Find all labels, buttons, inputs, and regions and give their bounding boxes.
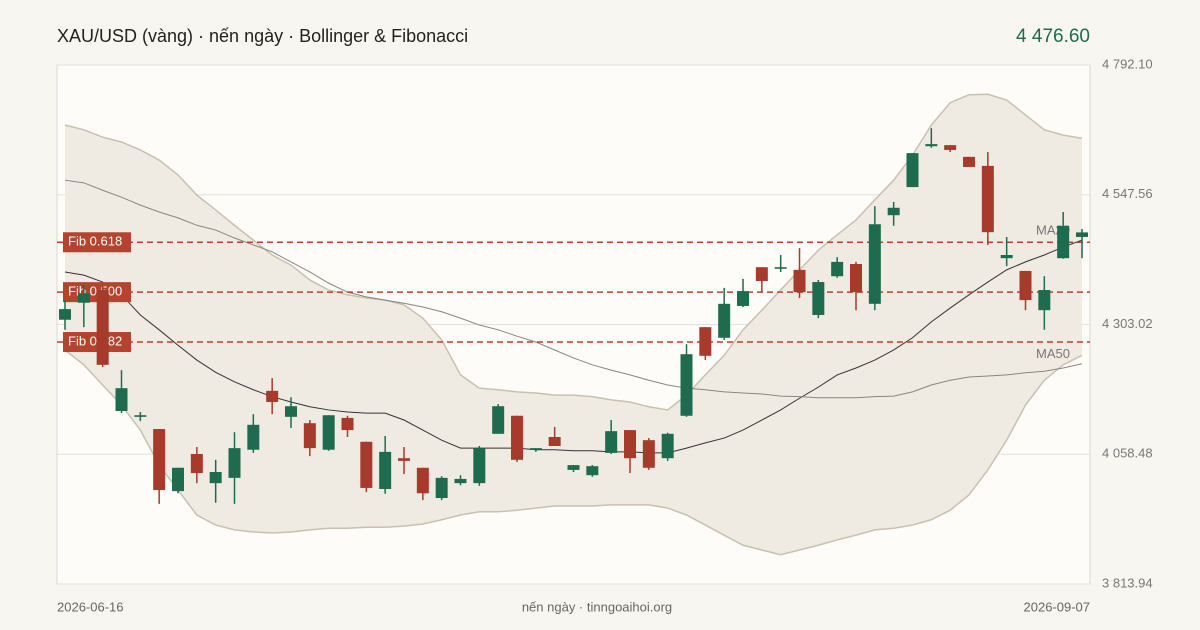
candle-body — [398, 458, 410, 461]
candle-body — [473, 448, 486, 484]
y-tick-label: 4 547.56 — [1102, 186, 1153, 201]
ma-line — [64, 239, 1083, 454]
candle-body — [529, 448, 542, 450]
candle-body — [548, 436, 561, 447]
candle-body — [379, 451, 392, 489]
candle-body — [435, 477, 448, 499]
fib-label: Fib 0.382 — [68, 333, 122, 348]
candle-body — [774, 267, 787, 269]
candle-body — [624, 430, 636, 459]
y-tick-label: 4 303.02 — [1102, 316, 1153, 331]
candle-body — [77, 293, 90, 303]
candle-body — [209, 472, 222, 484]
candle-body — [661, 433, 674, 459]
candle-body — [944, 145, 957, 150]
candle-body — [963, 156, 975, 167]
band-lower — [64, 349, 1083, 556]
candle-body — [115, 388, 128, 411]
candle-body — [247, 424, 260, 450]
candle-body — [59, 309, 71, 320]
candle-body — [850, 264, 862, 293]
candle-body — [303, 423, 316, 449]
candle-body — [341, 417, 354, 431]
fib-label: Fib 0.618 — [68, 234, 122, 249]
fib-label: Fib 0.500 — [68, 284, 122, 299]
candle-body — [793, 269, 806, 293]
candle-body — [1000, 255, 1013, 259]
x-tick-label: 2026-06-16 — [57, 599, 124, 614]
candle-body — [680, 354, 693, 416]
candle-body — [153, 429, 166, 491]
candle-body — [605, 431, 618, 453]
candle-body — [831, 261, 844, 277]
y-tick-label: 3 813.94 — [1102, 575, 1153, 590]
chart-title: XAU/USD (vàng) · nến ngày · Bollinger & … — [57, 26, 468, 46]
candle-body — [1057, 225, 1070, 259]
candle-body — [285, 406, 297, 417]
candle-body — [718, 303, 731, 338]
candle-body — [887, 207, 900, 216]
x-tick-label: 2026-09-07 — [1024, 599, 1091, 614]
candle-body — [1038, 290, 1051, 311]
candle-body — [228, 448, 241, 478]
candle-body — [96, 290, 109, 365]
candle-body — [511, 415, 523, 460]
candle-body — [1076, 232, 1088, 237]
candle-body — [737, 291, 749, 306]
candle-body — [454, 478, 467, 484]
candle-body — [190, 453, 203, 474]
ma-line — [64, 179, 1083, 399]
footer: nến ngày · tinngoaihoi.org — [522, 599, 672, 614]
candle-body — [360, 441, 373, 488]
candle-body — [266, 390, 279, 402]
candle-body — [1019, 270, 1032, 301]
candle-body — [567, 465, 580, 470]
bollinger-band — [65, 94, 1082, 555]
candle-body — [981, 165, 994, 233]
candle-body — [812, 282, 825, 315]
last-price: 4 476.60 — [1016, 26, 1090, 47]
candle-body — [642, 440, 655, 468]
candle-body — [416, 467, 429, 494]
candle-body — [134, 415, 147, 417]
candle-body — [322, 415, 335, 450]
candle-body — [172, 467, 184, 492]
fib-label-bg — [63, 232, 131, 253]
candle-body — [699, 327, 712, 356]
candle-body — [906, 153, 919, 188]
candle-body — [492, 406, 505, 434]
candle-body — [925, 144, 938, 147]
ma-label: MA50 — [1036, 346, 1070, 361]
candle-body — [868, 224, 881, 304]
y-tick-label: 4 792.10 — [1102, 56, 1153, 71]
y-tick-label: 4 058.48 — [1102, 446, 1153, 461]
candle-body — [755, 267, 768, 282]
candle-body — [586, 466, 599, 476]
